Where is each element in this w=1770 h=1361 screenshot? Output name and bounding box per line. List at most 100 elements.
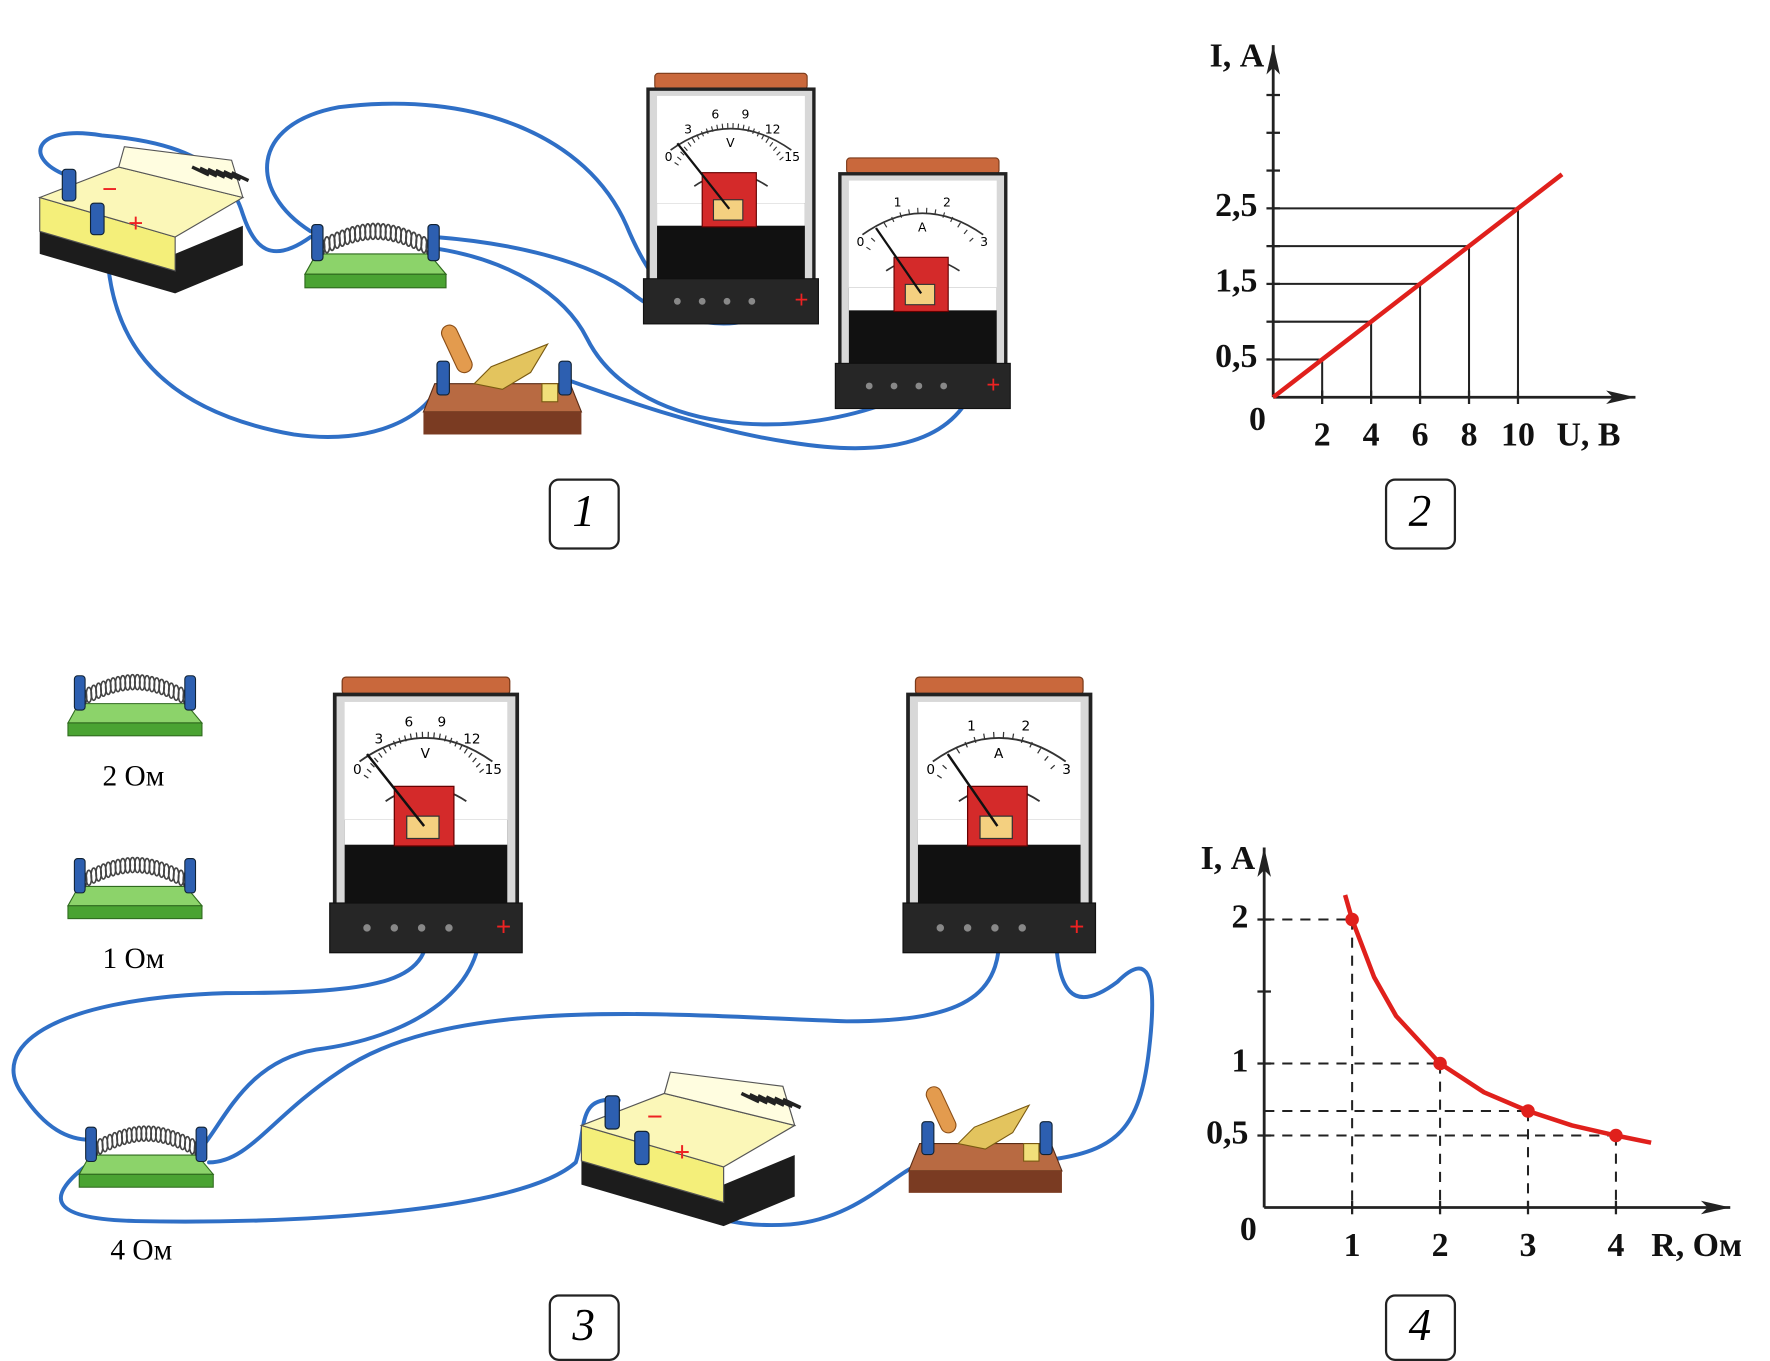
battery-plus: + [128, 208, 143, 238]
wire [207, 917, 1002, 1165]
meter-tick [1011, 733, 1015, 740]
y-tick-label: 2 [1231, 898, 1248, 935]
y-tick-label: 1,5 [1215, 263, 1257, 300]
meter-tick [1044, 755, 1049, 761]
meter-base [329, 902, 523, 954]
meter-lid [846, 157, 1000, 175]
meter-tick [387, 744, 392, 750]
meter-needle [946, 753, 999, 827]
meter-lid [654, 72, 808, 90]
resistor-label: 1 Ом [103, 943, 165, 975]
battery-minus: − [647, 1102, 663, 1133]
meter-tick [721, 123, 724, 130]
battery-vent [757, 1094, 777, 1106]
meter-needle [366, 753, 426, 827]
origin-label: 0 [1249, 401, 1266, 438]
meter-plus: + [794, 287, 808, 314]
figure-labels: 1 2 3 4 [548, 478, 1457, 1361]
meter-arc [359, 737, 493, 763]
data-point [1433, 1056, 1447, 1071]
meter-tick [769, 141, 774, 147]
x-tick-label: 2 [1314, 417, 1331, 454]
resistor-label: 4 Ом [110, 1234, 172, 1266]
meter-scale-label: 1 [894, 194, 902, 209]
meter-plus: + [1069, 911, 1085, 941]
battery-terminal [61, 168, 77, 202]
y-tick-label: 1 [1231, 1042, 1248, 1079]
meter-scale-label: 9 [741, 106, 749, 121]
key [907, 1086, 1063, 1193]
meter-tick [677, 156, 682, 161]
wire [1045, 917, 1155, 1163]
meter-terminal [936, 924, 945, 932]
meter-base [642, 278, 819, 325]
meter-tick [737, 123, 740, 130]
meter-block-window [712, 199, 744, 221]
key-terminal [1039, 1121, 1053, 1156]
meter-terminal [723, 297, 731, 305]
meter-scale-label: 3 [374, 732, 383, 748]
y-tick-label: 2,5 [1215, 187, 1257, 224]
battery-vent [191, 165, 210, 177]
meter-tick [969, 237, 974, 242]
meter-terminal [363, 924, 371, 932]
meter-tick [1037, 748, 1042, 754]
meter-tick [747, 126, 750, 132]
origin-label: 0 [1240, 1211, 1257, 1248]
meter-tick [752, 128, 755, 134]
resistor-base [67, 885, 204, 907]
meter-tick [1050, 764, 1056, 770]
meter-tick [392, 740, 397, 747]
meter-unit: A [918, 219, 927, 234]
x-tick-label: 6 [1412, 417, 1429, 454]
meter-base [834, 362, 1011, 410]
meter-terminal [890, 382, 898, 390]
meter-tick [776, 151, 781, 156]
meter-tick [883, 222, 888, 228]
meter-tick [942, 764, 948, 770]
battery-terminal [89, 202, 105, 236]
meter-tick [415, 732, 418, 739]
meter-lid [341, 676, 511, 696]
battery-plus: + [674, 1138, 690, 1169]
battery-vent [199, 166, 218, 178]
meter-needle [676, 142, 731, 210]
meter-tick [373, 757, 379, 763]
x-tick-label: 4 [1363, 417, 1380, 454]
meter-terminal [417, 924, 426, 932]
meter-tick [444, 735, 447, 742]
battery-vent [222, 170, 242, 181]
battery-vent [773, 1096, 794, 1109]
meter-tick [866, 246, 871, 251]
figure-label: 3 [571, 1300, 595, 1350]
key-handle [440, 324, 473, 374]
battery-vent [740, 1091, 760, 1104]
key-terminal [436, 360, 450, 396]
resistor-clip [427, 224, 440, 262]
meter-scale-label: 3 [1062, 762, 1071, 778]
resistor-base [303, 253, 448, 275]
meter-tick [908, 209, 911, 215]
meter-tick [957, 222, 961, 228]
y-axis-label: I, А [1201, 840, 1256, 877]
meter-tick [378, 752, 383, 758]
x-tick-label: 1 [1344, 1227, 1361, 1264]
resistor-base [67, 703, 204, 724]
meter-tick [716, 124, 719, 131]
meter-block-window [979, 815, 1013, 840]
x-tick-label: 10 [1501, 417, 1535, 454]
x-tick-label: 2 [1432, 1227, 1449, 1264]
wire [560, 376, 975, 451]
meter-tick [433, 732, 435, 739]
y-tick-label: 0,5 [1215, 338, 1257, 375]
meter-tick [710, 126, 714, 132]
meter-tick [963, 229, 968, 235]
meter-tick [1029, 741, 1033, 748]
battery-minus: − [102, 174, 117, 204]
x-axis-label: R, Ом [1651, 1227, 1742, 1264]
figure-label-box [548, 1294, 620, 1361]
meter-scale-label: 0 [665, 149, 673, 164]
battery-vent [215, 168, 234, 180]
resistor-labels: 2 Ом 1 Ом 4 Ом [103, 760, 173, 1266]
